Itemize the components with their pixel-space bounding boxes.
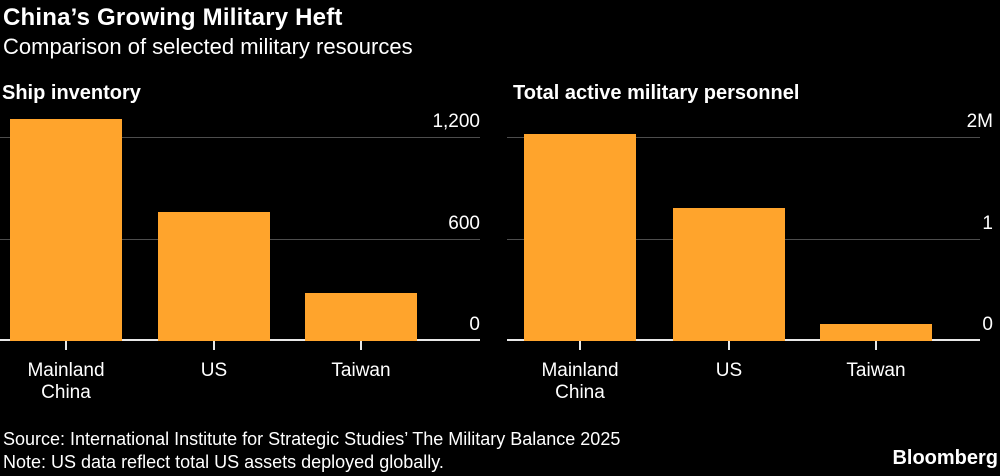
bar-taiwan <box>305 292 417 341</box>
x-axis-tick <box>360 341 362 350</box>
source-note: Source: International Institute for Stra… <box>3 429 621 449</box>
data-note: Note: US data reflect total US assets de… <box>3 452 444 472</box>
plot-area-ship-inventory: 1,200 600 0 Mainland China US Taiwan <box>0 111 480 403</box>
chart-title-active-personnel: Total active military personnel <box>513 82 800 104</box>
y-axis-label-1,200: 1,200 <box>432 111 480 132</box>
bloomberg-logo: Bloomberg <box>892 447 998 469</box>
plot-area-active-personnel: 2M 1 0 Mainland China US Taiwan <box>507 111 993 403</box>
y-axis-label-0: 0 <box>469 314 480 335</box>
y-axis-label-0: 0 <box>982 314 993 335</box>
bar-us <box>673 208 785 341</box>
gridline-1,200 <box>0 137 480 138</box>
chart-ship-inventory: Ship inventory 1,200 600 0 Mainland China US… <box>0 82 480 412</box>
x-axis-tick <box>875 341 877 350</box>
x-axis-tick <box>728 341 730 350</box>
bar-mainland-china <box>524 133 636 341</box>
bar-mainland-china <box>10 119 122 341</box>
x-axis-tick <box>65 341 67 350</box>
category-label-taiwan: Taiwan <box>846 360 906 381</box>
category-label-us: US <box>715 360 743 381</box>
page-subtitle: Comparison of selected military resource… <box>3 34 413 59</box>
gridline-2M <box>507 137 980 138</box>
bar-taiwan <box>820 323 932 341</box>
category-label-us: US <box>200 360 228 381</box>
chart-active-personnel: Total active military personnel 2M 1 0 Main… <box>507 82 993 412</box>
category-label-mainland-china: Mainland China <box>27 360 105 403</box>
x-axis-tick <box>213 341 215 350</box>
x-axis-tick <box>579 341 581 350</box>
category-label-mainland-china: Mainland China <box>541 360 619 403</box>
bar-us <box>158 211 270 341</box>
chart-title-ship-inventory: Ship inventory <box>2 82 141 104</box>
category-label-taiwan: Taiwan <box>331 360 391 381</box>
y-axis-label-1: 1 <box>982 212 993 234</box>
page-title: China’s Growing Military Heft <box>3 4 343 31</box>
y-axis-label-2M: 2M <box>966 111 993 132</box>
y-axis-label-600: 600 <box>448 212 480 234</box>
